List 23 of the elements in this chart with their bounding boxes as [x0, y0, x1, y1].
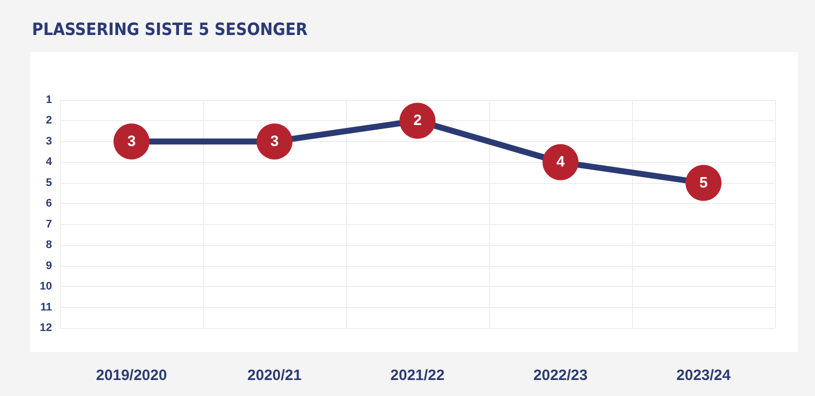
y-tick-label: 5 — [46, 176, 52, 189]
y-tick-label: 2 — [46, 114, 52, 127]
y-tick-label: 3 — [46, 135, 52, 148]
y-tick-label: 9 — [46, 260, 52, 272]
x-tick-label: 2021/22 — [390, 367, 445, 384]
x-tick-label: 2023/24 — [676, 367, 732, 384]
y-tick-label: 1 — [46, 94, 52, 106]
y-tick-label: 10 — [40, 280, 52, 293]
y-tick-label: 8 — [46, 239, 52, 252]
data-label: 3 — [127, 132, 136, 150]
x-tick-label: 2019/2020 — [96, 367, 167, 384]
y-tick-label: 6 — [46, 198, 52, 210]
data-label: 4 — [556, 154, 566, 171]
data-label: 3 — [270, 132, 279, 150]
chart-title: PLASSERING SISTE 5 SESONGER — [32, 20, 308, 40]
y-tick-label: 7 — [46, 218, 52, 230]
x-tick-label: 2020/21 — [247, 367, 302, 384]
y-tick-label: 11 — [40, 301, 52, 314]
data-label: 5 — [699, 174, 708, 192]
data-label: 2 — [413, 112, 422, 130]
y-tick-label: 12 — [40, 322, 52, 334]
y-tick-label: 4 — [46, 156, 53, 168]
x-tick-label: 2022/23 — [533, 367, 588, 384]
